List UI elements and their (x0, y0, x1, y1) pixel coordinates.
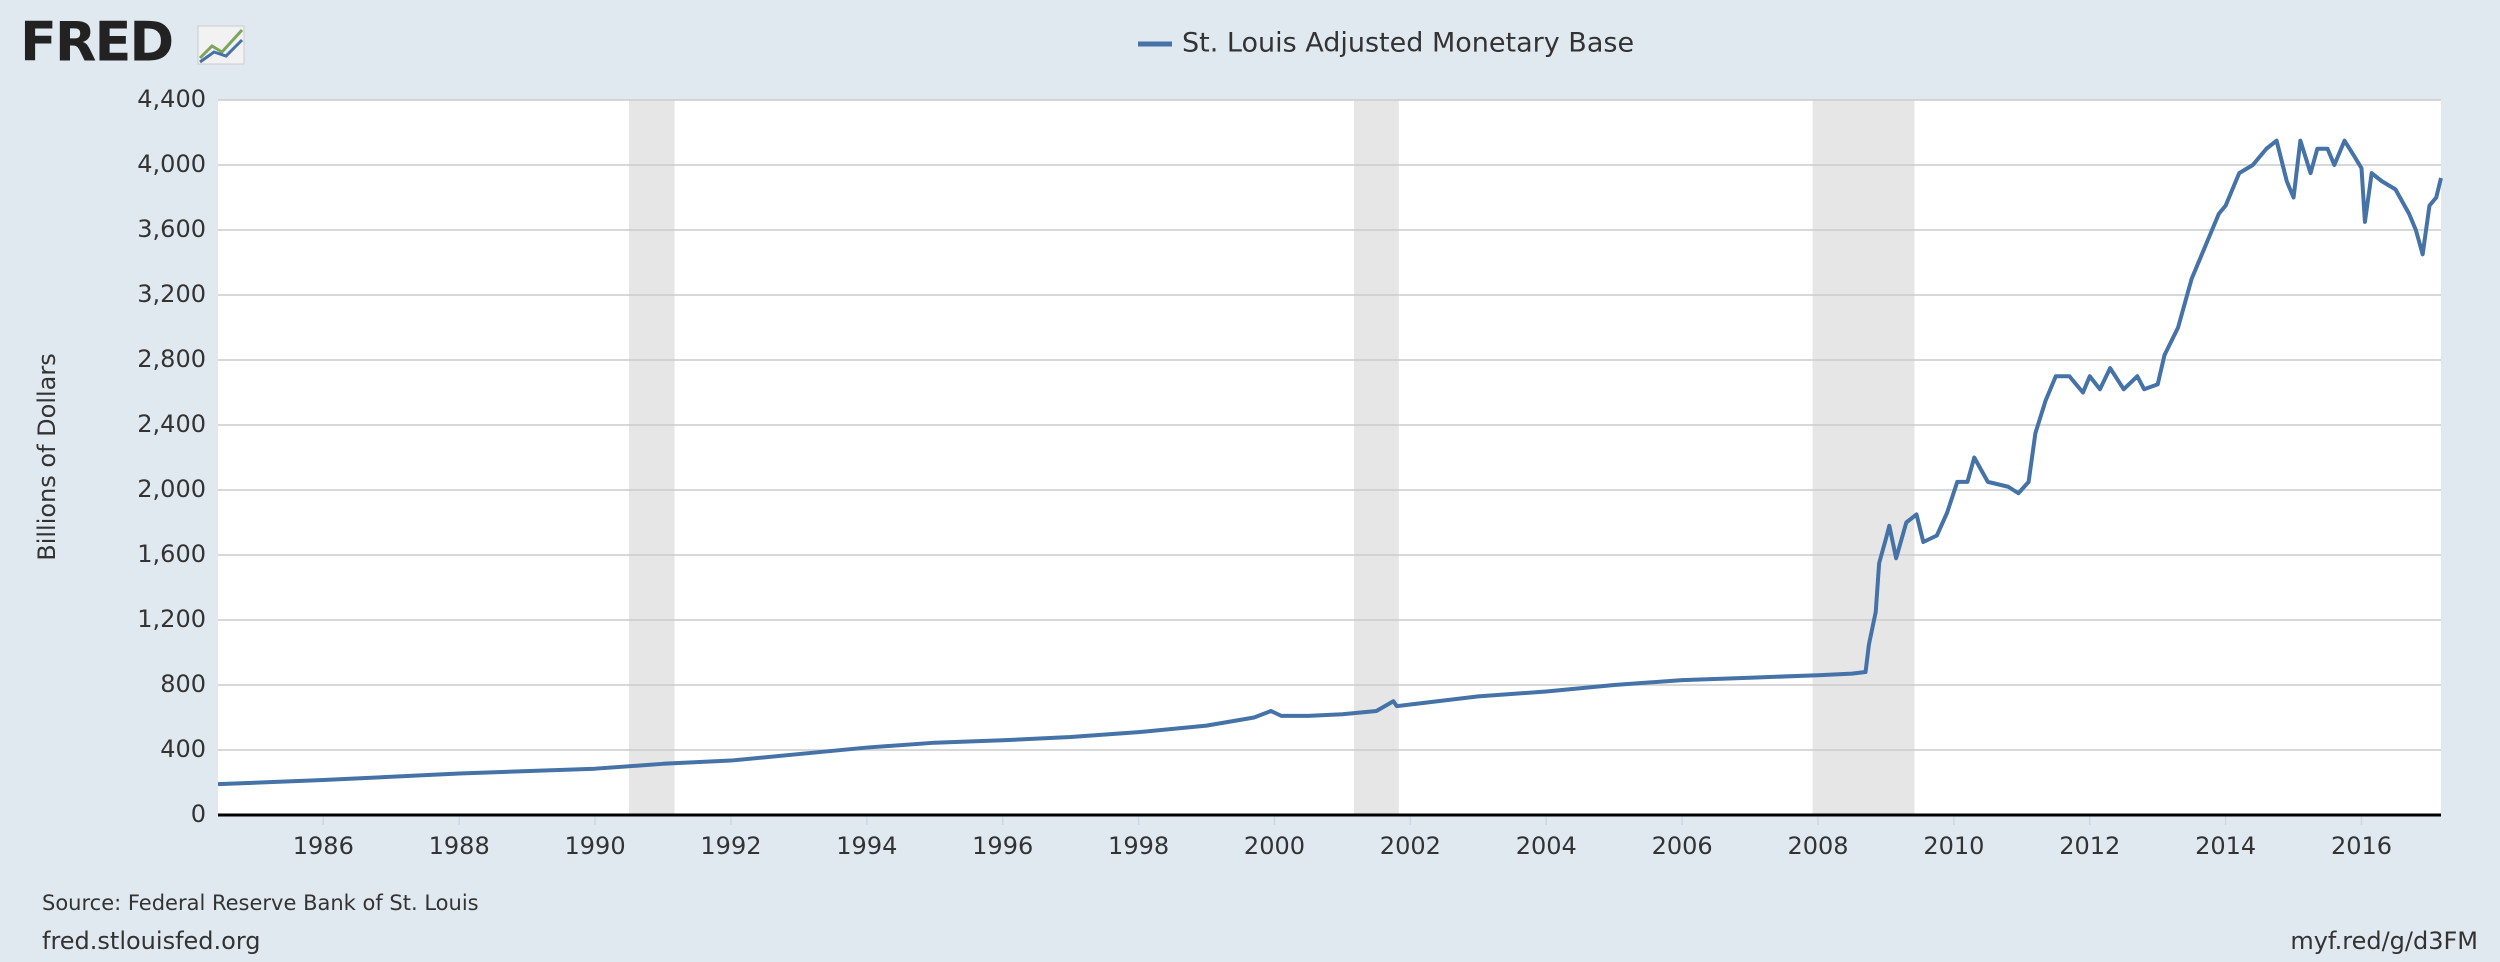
recession-band (629, 100, 675, 815)
y-tick-label: 4,000 (137, 150, 206, 178)
y-tick-label: 400 (160, 735, 206, 763)
site-link[interactable]: fred.stlouisfed.org (42, 927, 261, 955)
x-tick-label: 1986 (293, 832, 354, 860)
x-tick-label: 2000 (1244, 832, 1305, 860)
x-tick-label: 2012 (2059, 832, 2120, 860)
x-tick-label: 2016 (2331, 832, 2392, 860)
x-tick-label: 1990 (565, 832, 626, 860)
recession-band (1812, 100, 1915, 815)
x-tick-label: 2002 (1380, 832, 1441, 860)
y-tick-label: 3,600 (137, 215, 206, 243)
y-tick-label: 3,200 (137, 280, 206, 308)
y-tick-label: 2,800 (137, 345, 206, 373)
recession-band (1353, 100, 1399, 815)
y-tick-label: 0 (191, 800, 206, 828)
y-tick-label: 800 (160, 670, 206, 698)
x-tick-label: 1992 (700, 832, 761, 860)
x-tick-label: 2006 (1652, 832, 1713, 860)
source: Source: Federal Reserve Bank of St. Loui… (42, 891, 479, 915)
y-tick-label: 2,400 (137, 410, 206, 438)
plot-area (218, 100, 2441, 815)
x-tick-label: 2010 (1923, 832, 1984, 860)
x-tick-label: 2008 (1787, 832, 1848, 860)
x-tick-label: 1988 (429, 832, 490, 860)
x-tick-label: 1998 (1108, 832, 1169, 860)
y-tick-label: 1,600 (137, 540, 206, 568)
x-tick-label: 2004 (1516, 832, 1577, 860)
x-tick-label: 1994 (836, 832, 897, 860)
legend-label: St. Louis Adjusted Monetary Base (1182, 28, 1634, 59)
y-tick-label: 4,400 (137, 85, 206, 113)
x-tick-label: 2014 (2195, 832, 2256, 860)
x-tick-label: 1996 (972, 832, 1033, 860)
logo-icon (197, 25, 245, 65)
y-tick-label: 1,200 (137, 605, 206, 633)
y-axis-label: Billions of Dollars (33, 353, 61, 561)
series-line (217, 138, 2443, 787)
y-tick-label: 2,000 (137, 475, 206, 503)
short-url[interactable]: myf.red/g/d3FM (2290, 927, 2478, 955)
logo[interactable]: FRED (20, 11, 174, 74)
